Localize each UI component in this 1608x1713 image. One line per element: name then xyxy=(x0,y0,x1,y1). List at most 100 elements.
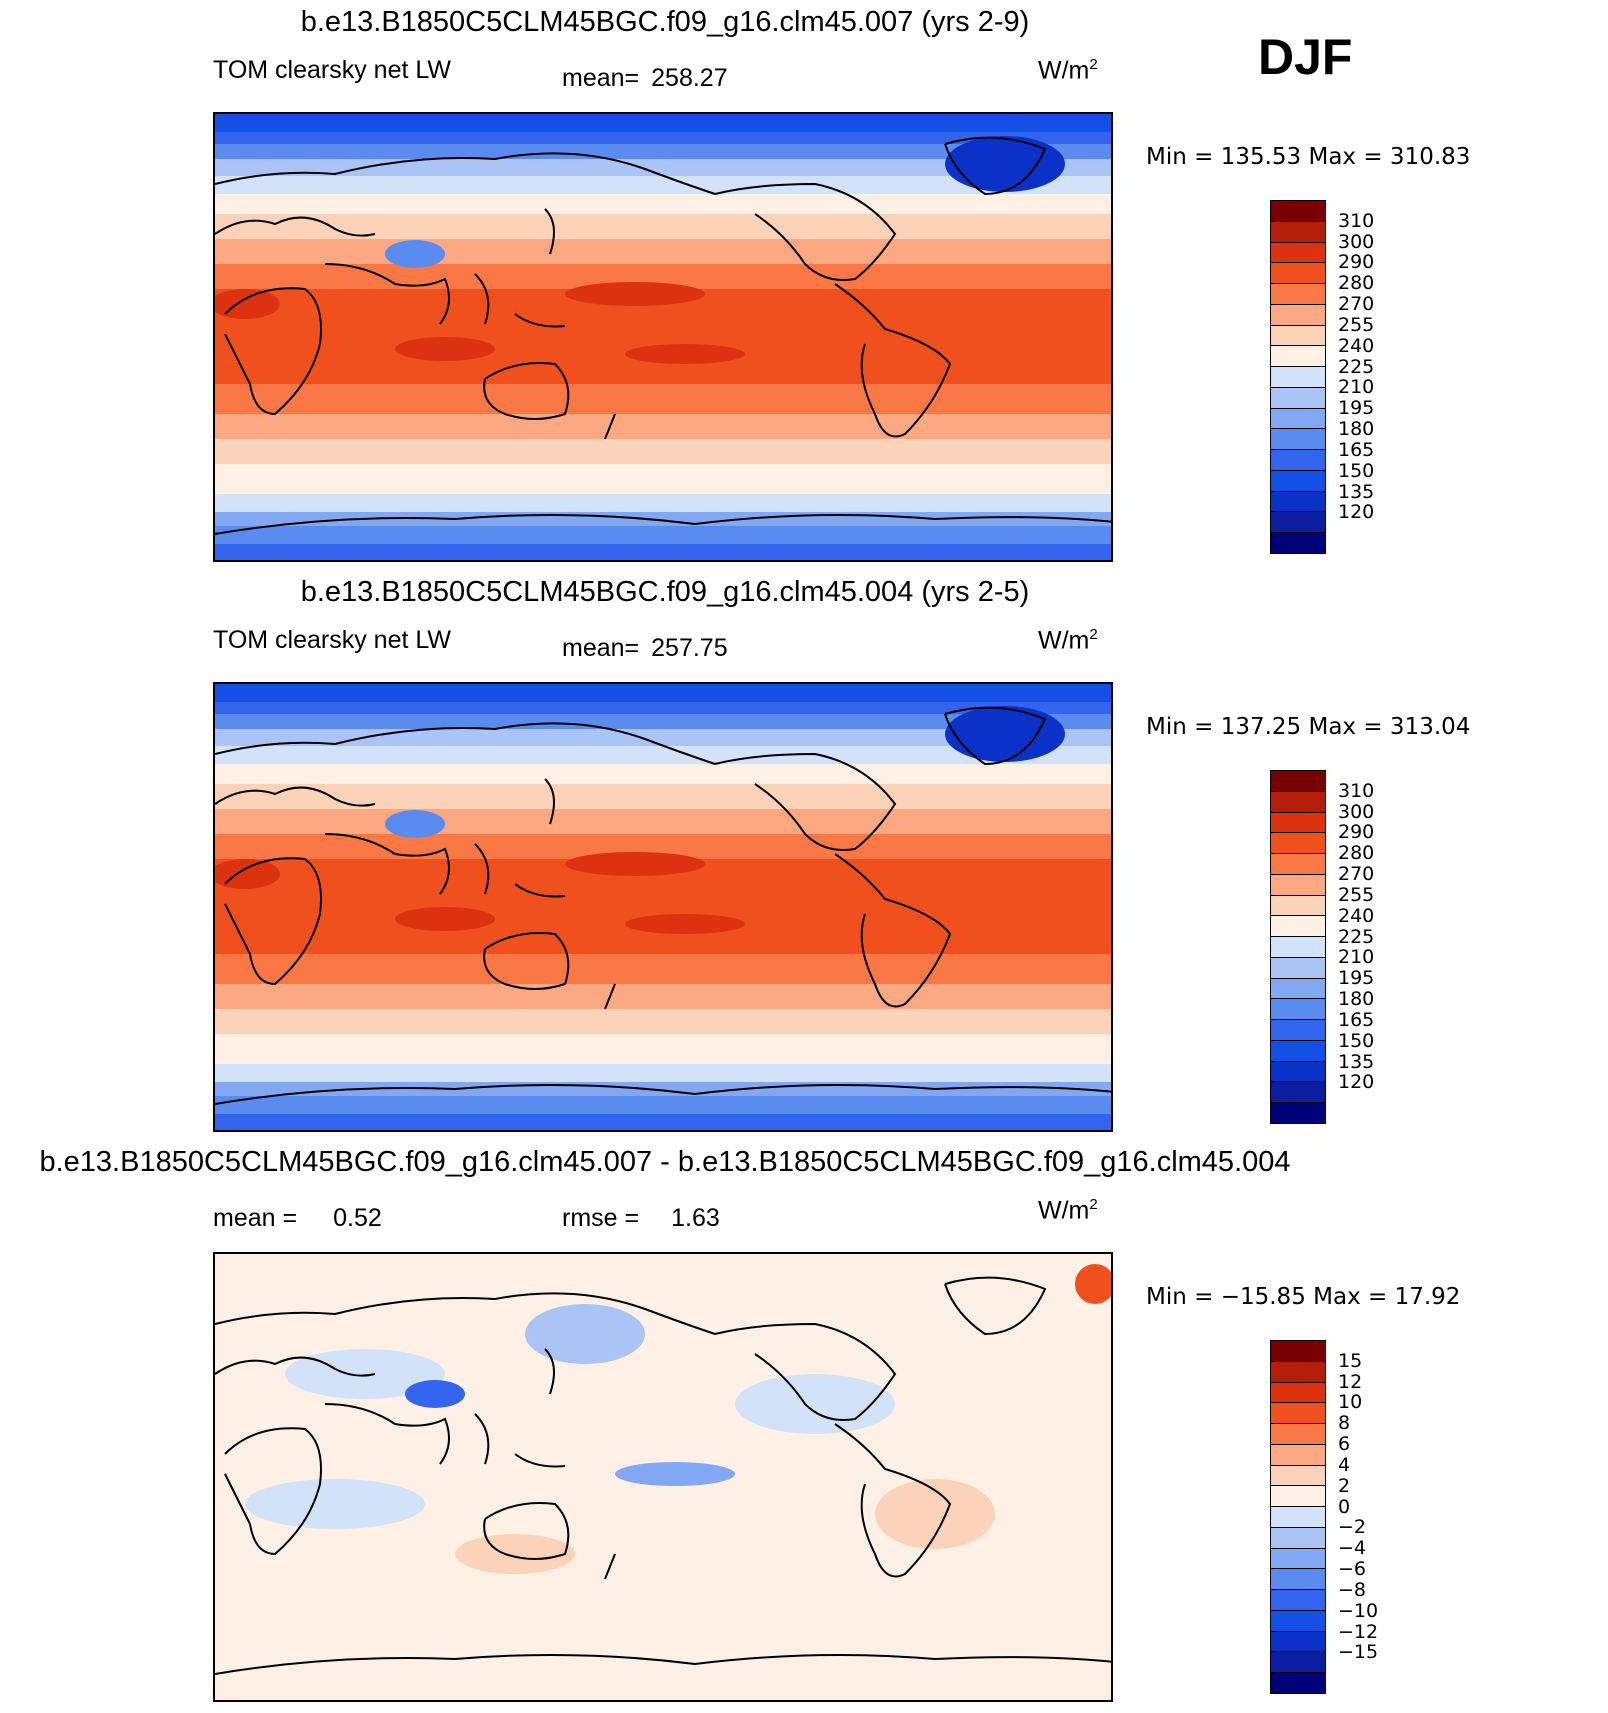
coastline xyxy=(714,182,897,281)
contour-blob xyxy=(525,1304,645,1364)
coastline xyxy=(215,514,1111,535)
map-plot xyxy=(213,682,1113,1132)
colorbar-tick-label: 290 xyxy=(1338,821,1375,844)
coastline xyxy=(834,853,952,1008)
colorbar-swatch xyxy=(1271,491,1325,513)
mean-readout: mean= 257.75 xyxy=(562,634,728,663)
coastline xyxy=(714,752,897,851)
contour-blob xyxy=(215,859,280,889)
contour-blob xyxy=(625,914,745,934)
contour-blob xyxy=(285,1349,445,1399)
contour-blob xyxy=(405,1380,465,1408)
contour-band xyxy=(215,439,1111,464)
coastline xyxy=(944,1276,1047,1336)
coastline xyxy=(215,1292,716,1335)
contour-band xyxy=(215,132,1111,144)
colorbar-tick-label: 240 xyxy=(1338,904,1375,927)
colorbar-tick-label: 290 xyxy=(1338,251,1375,274)
panel-case-007: b.e13.B1850C5CLM45BGC.f09_g16.clm45.007 … xyxy=(0,0,1608,570)
colorbar-tick-label: 120 xyxy=(1338,1071,1375,1094)
colorbar-tick-label: 2 xyxy=(1338,1474,1351,1497)
colorbar-swatch xyxy=(1271,1103,1325,1124)
contour-band xyxy=(215,1064,1111,1082)
coastline xyxy=(604,983,616,1010)
colorbar-swatch xyxy=(1271,304,1325,326)
colorbar-swatch xyxy=(1271,1590,1325,1611)
units-sup: 2 xyxy=(1089,626,1098,643)
colorbar-tick-label: 210 xyxy=(1338,376,1375,399)
mean-value: 0.52 xyxy=(333,1204,382,1232)
colorbar-swatch xyxy=(1271,791,1325,813)
colorbar-tick-label: −10 xyxy=(1338,1599,1379,1622)
contour-band xyxy=(215,526,1111,544)
coastline xyxy=(834,1423,952,1578)
coastline xyxy=(474,1348,566,1468)
mean-value: 257.75 xyxy=(651,634,728,662)
coastline xyxy=(224,1427,322,1556)
map-contour-field xyxy=(215,684,1111,1130)
colorbar-swatch xyxy=(1271,937,1325,958)
colorbar-tick-label: 300 xyxy=(1338,230,1375,253)
colorbar-swatch xyxy=(1271,263,1325,285)
coastline xyxy=(215,152,716,195)
colorbar-swatch xyxy=(1271,387,1325,409)
units-label: W/m2 xyxy=(1038,626,1098,655)
map-plot xyxy=(213,1252,1113,1702)
colorbar-tick-label: 270 xyxy=(1338,863,1375,886)
colorbar xyxy=(1270,1340,1326,1694)
contour-blob xyxy=(215,289,280,319)
units-base: W/m xyxy=(1038,1196,1090,1225)
colorbar-tick-label: 165 xyxy=(1338,1008,1375,1031)
min-max-readout: Min = 135.53 Max = 310.83 xyxy=(1146,144,1471,170)
units-sup: 2 xyxy=(1089,56,1098,73)
contour-blob xyxy=(615,1462,735,1486)
map-contour-field xyxy=(215,1254,1111,1700)
contour-blob xyxy=(945,136,1065,192)
contour-blob xyxy=(985,304,1085,384)
colorbar-tick-label: −8 xyxy=(1338,1578,1367,1601)
panel-title: b.e13.B1850C5CLM45BGC.f09_g16.clm45.004 … xyxy=(300,576,1030,608)
mean-readout: mean= 258.27 xyxy=(562,64,728,93)
contour-band xyxy=(215,809,1111,834)
coastline xyxy=(474,778,566,898)
panel-difference: b.e13.B1850C5CLM45BGC.f09_g16.clm45.007 … xyxy=(0,1140,1608,1710)
colorbar-swatch xyxy=(1271,408,1325,430)
colorbar-tick-label: 120 xyxy=(1338,501,1375,524)
contour-blob xyxy=(385,240,445,268)
contour-band xyxy=(215,194,1111,214)
contour-band xyxy=(215,764,1111,784)
contour-band xyxy=(215,494,1111,512)
contour-band xyxy=(215,144,1111,159)
colorbar-tick-label: 270 xyxy=(1338,293,1375,316)
colorbar-tick-label: 165 xyxy=(1338,438,1375,461)
panel-title: b.e13.B1850C5CLM45BGC.f09_g16.clm45.007 … xyxy=(39,1146,1291,1178)
contour-band xyxy=(215,544,1111,560)
contour-band xyxy=(215,729,1111,746)
colorbar-tick-label: 255 xyxy=(1338,313,1375,336)
colorbar-tick-label: −2 xyxy=(1338,1516,1367,1539)
variable-label: TOM clearsky net LW xyxy=(213,626,452,654)
colorbar-swatch xyxy=(1271,284,1325,305)
contour-blob xyxy=(385,810,445,838)
colorbar-swatch xyxy=(1271,1507,1325,1528)
colorbar-swatch xyxy=(1271,1361,1325,1383)
colorbar-swatch xyxy=(1271,874,1325,896)
contour-blob xyxy=(395,337,495,361)
colorbar-swatch xyxy=(1271,221,1325,243)
min-max-readout: Min = −15.85 Max = 17.92 xyxy=(1146,1284,1461,1310)
coastline xyxy=(714,1322,897,1421)
colorbar-tick-label: 8 xyxy=(1338,1412,1351,1435)
rmse-readout: rmse = 1.63 xyxy=(562,1204,720,1233)
contour-band xyxy=(215,176,1111,194)
map-plot xyxy=(213,112,1113,562)
colorbar-tick-label: −6 xyxy=(1338,1558,1367,1581)
contour-blob xyxy=(875,1479,995,1549)
colorbar-tick-label: 180 xyxy=(1338,988,1375,1011)
colorbar-tick-label: 300 xyxy=(1338,800,1375,823)
coastline xyxy=(483,1502,570,1560)
contour-blob xyxy=(565,282,705,306)
contour-blob xyxy=(395,907,495,931)
contour-band xyxy=(215,702,1111,714)
contour-band xyxy=(215,159,1111,176)
colorbar xyxy=(1270,200,1326,554)
